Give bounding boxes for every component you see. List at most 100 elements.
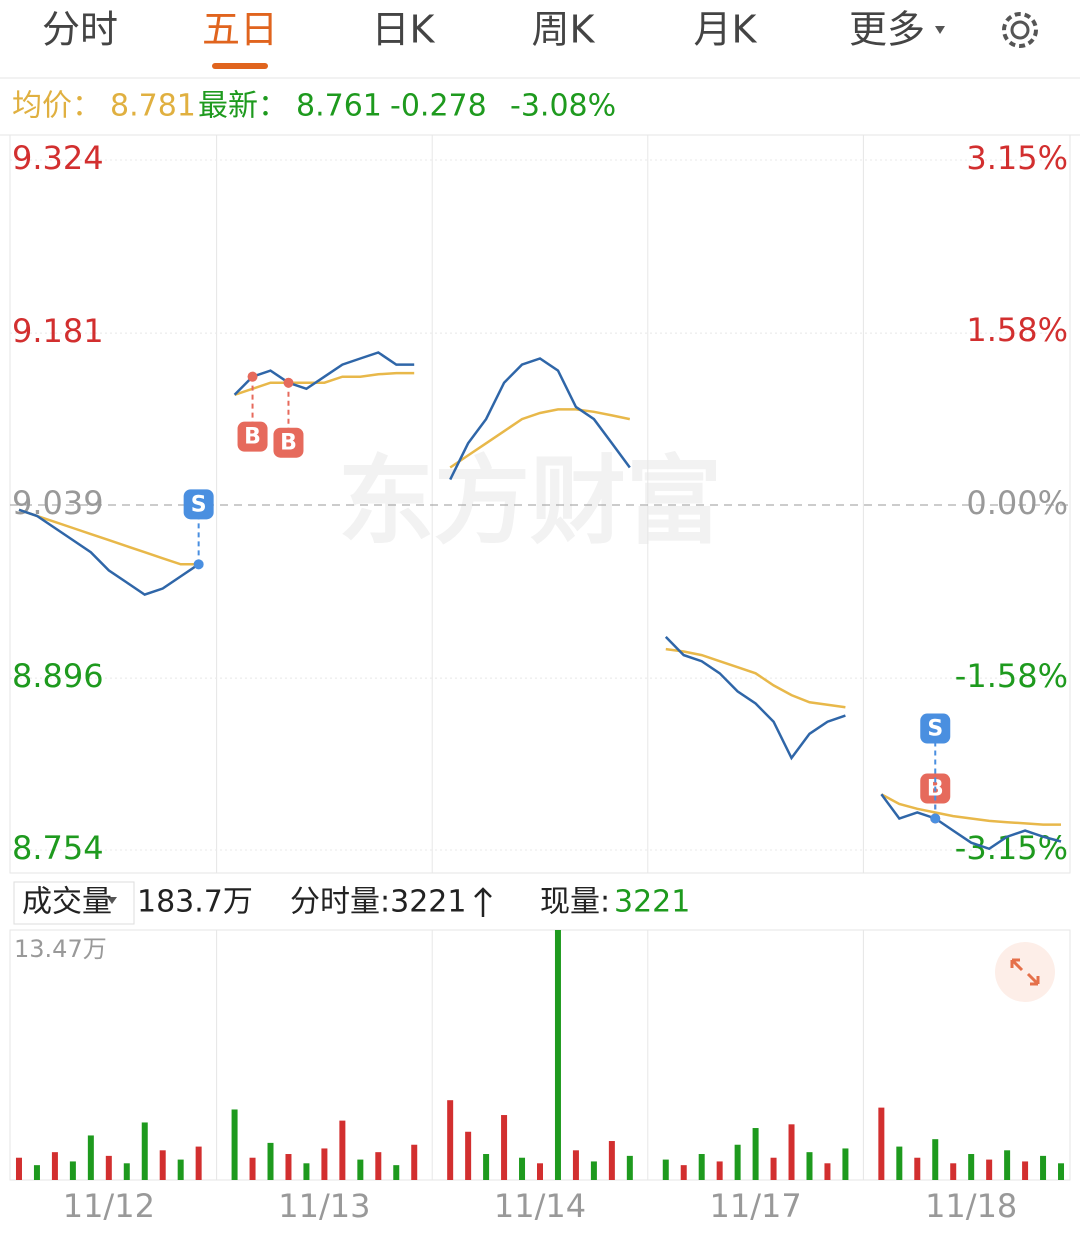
volume-bar xyxy=(824,1163,831,1180)
y2-tick-label: 3.15% xyxy=(966,139,1068,177)
volume-bar xyxy=(608,1141,615,1180)
dropdown-arrow xyxy=(107,897,117,904)
tab[interactable]: 月K xyxy=(694,8,758,52)
x-tick-label: 11/18 xyxy=(925,1187,1017,1225)
trade-point xyxy=(283,377,294,388)
volume-bar xyxy=(698,1154,705,1180)
volume-header-text: 现量: xyxy=(540,885,610,920)
y-tick-label: 8.896 xyxy=(12,657,104,695)
info-text: -3.08% xyxy=(510,89,616,124)
y2-tick-label: -1.58% xyxy=(955,657,1068,695)
selector-box[interactable] xyxy=(13,881,135,925)
trade-label: S xyxy=(191,492,207,517)
volume-bar xyxy=(465,1131,472,1180)
volume-bar xyxy=(878,1107,885,1180)
volume-bar xyxy=(842,1148,849,1180)
trade-point xyxy=(247,371,258,382)
watermark: 东方财富 xyxy=(338,445,722,557)
x-tick-label: 11/14 xyxy=(494,1187,586,1225)
volume-bar xyxy=(806,1152,813,1180)
volume-bar xyxy=(680,1165,687,1180)
volume-bar xyxy=(1004,1150,1011,1180)
volume-bar xyxy=(554,930,561,1180)
info-text: 8.781 xyxy=(110,89,196,124)
volume-bar xyxy=(501,1115,508,1180)
volume-bar xyxy=(33,1165,40,1180)
x-tick-label: 11/17 xyxy=(709,1187,801,1225)
volume-bar xyxy=(321,1148,328,1180)
trade-point xyxy=(193,559,204,570)
volume-bar xyxy=(123,1163,130,1180)
trade-label: B xyxy=(280,431,297,456)
volume-bar xyxy=(626,1155,633,1180)
volume-header-text: 183.7万 xyxy=(137,885,253,920)
volume-bar xyxy=(734,1144,741,1180)
y2-tick-label: 0.00% xyxy=(966,484,1068,522)
volume-bar xyxy=(950,1163,957,1180)
volume-bar xyxy=(537,1163,543,1180)
expand-icon xyxy=(1010,958,1040,986)
trade-label: B xyxy=(244,425,261,450)
y2-tick-label: 1.58% xyxy=(966,311,1068,349)
volume-bar xyxy=(141,1122,148,1180)
volume-bar xyxy=(896,1146,903,1180)
x-tick-label: 11/13 xyxy=(278,1187,370,1225)
volume-header-text: 分时量:3221 xyxy=(290,885,466,920)
price-frame xyxy=(9,134,1071,874)
volume-bar xyxy=(932,1139,939,1180)
volume-bar xyxy=(15,1157,22,1180)
volume-bar xyxy=(1040,1155,1047,1180)
volume-bar xyxy=(159,1150,166,1180)
volume-bar xyxy=(662,1159,669,1180)
volume-bar xyxy=(914,1157,921,1180)
volume-bar xyxy=(339,1120,346,1180)
volume-bar xyxy=(788,1124,795,1180)
volume-bar xyxy=(572,1150,579,1180)
y-tick-label: 13.47万 xyxy=(14,935,107,963)
trade-badge xyxy=(237,421,268,452)
volume-bar xyxy=(1022,1161,1029,1180)
volume-bar xyxy=(357,1159,364,1180)
trade-label: S xyxy=(927,717,943,742)
volume-bar xyxy=(87,1135,94,1180)
volume-bar xyxy=(770,1157,777,1180)
settings-icon[interactable] xyxy=(1002,12,1038,48)
volume-bar xyxy=(285,1154,292,1180)
volume-bar xyxy=(483,1154,490,1180)
volume-header-text: 3221 xyxy=(614,885,690,920)
tab[interactable]: 周K xyxy=(532,8,596,52)
tab[interactable]: 分时 xyxy=(42,8,118,52)
volume-bar xyxy=(303,1163,310,1180)
y-tick-label: 9.324 xyxy=(12,139,104,177)
volume-bar xyxy=(195,1146,202,1180)
volume-bar xyxy=(716,1161,723,1180)
more-arrow xyxy=(935,26,945,34)
tab[interactable]: 更多 xyxy=(849,8,925,52)
x-tick-label: 11/12 xyxy=(63,1187,155,1225)
price-line xyxy=(18,371,1061,826)
volume-bar xyxy=(375,1152,382,1180)
info-text: 均价： xyxy=(12,89,102,124)
volume-bar xyxy=(231,1109,238,1180)
volume-header-text: 成交量 xyxy=(22,885,112,920)
volume-bar xyxy=(752,1128,759,1180)
expand-button[interactable] xyxy=(995,942,1055,1002)
info-text: -0.278 xyxy=(390,89,487,124)
y-tick-label: 8.754 xyxy=(12,829,104,867)
up-arrow xyxy=(474,887,492,917)
volume-bar xyxy=(249,1157,256,1180)
volume-bar xyxy=(177,1159,184,1180)
volume-bar xyxy=(51,1152,58,1180)
volume-bar xyxy=(447,1100,454,1180)
volume-bar xyxy=(393,1165,400,1180)
volume-bar xyxy=(1058,1163,1065,1180)
trade-badge xyxy=(920,713,951,744)
info-text: 8.761 xyxy=(296,89,382,124)
volume-bar xyxy=(105,1155,112,1180)
info-text: 最新： xyxy=(198,89,288,124)
tab[interactable]: 日K xyxy=(372,8,436,52)
tab[interactable]: 五日 xyxy=(202,8,278,52)
volume-bar xyxy=(590,1161,597,1180)
